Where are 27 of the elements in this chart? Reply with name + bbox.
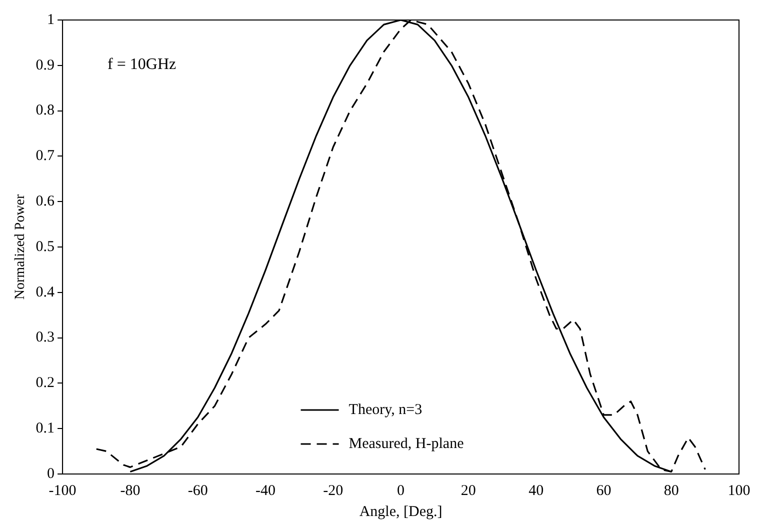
y-tick-label: 0.2 (36, 375, 55, 392)
y-tick-label: 0.9 (36, 57, 55, 74)
y-tick-label: 0.7 (36, 148, 56, 164)
x-tick-label: -60 (188, 482, 208, 499)
y-tick-label: 1 (47, 12, 55, 28)
x-tick-label: -100 (48, 482, 76, 499)
y-tick-label: 0.6 (36, 194, 56, 210)
x-tick-label: 20 (460, 482, 476, 499)
y-tick-label: 0.3 (36, 330, 55, 346)
annotation: f = 10GHz (108, 56, 176, 74)
y-tick-label: 0 (47, 466, 55, 482)
x-tick-label: -20 (323, 482, 344, 499)
y-tick-label: 0.8 (36, 102, 55, 119)
legend-label: Theory, n=3 (348, 402, 422, 418)
x-tick-label: 0 (397, 482, 405, 499)
x-tick-label: -80 (120, 482, 140, 499)
x-tick-label: -40 (255, 482, 276, 499)
x-tick-label: 80 (664, 482, 679, 499)
y-axis-title: Normalized Power (13, 194, 28, 300)
x-tick-label: 40 (528, 482, 544, 499)
y-tick-label: 0.5 (36, 238, 55, 255)
y-tick-label: 0.1 (36, 420, 55, 437)
x-tick-label: 60 (596, 482, 612, 499)
y-tick-label: 0.4 (36, 284, 56, 300)
x-tick-label: 100 (728, 482, 750, 499)
legend-label: Measured, H-plane (348, 436, 464, 452)
x-axis-title: Angle, [Deg.] (359, 504, 442, 520)
